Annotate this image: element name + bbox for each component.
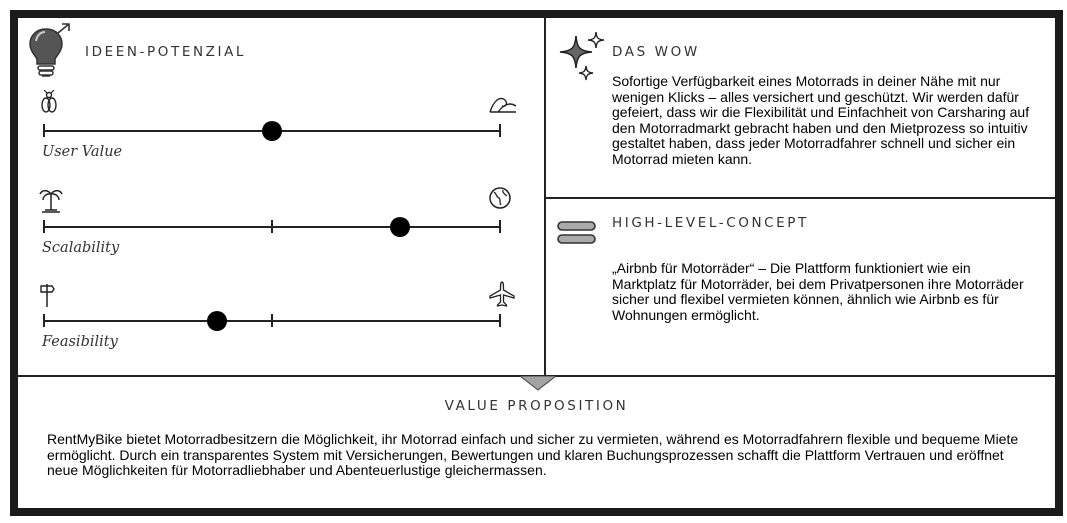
slider-label: Scalability [42,240,120,256]
slider-label: User Value [42,144,123,160]
slider-tick [499,314,501,327]
divider-right [545,197,1055,199]
concept-text: „Airbnb für Motorräder“ – Die Plattform … [612,260,1024,323]
stacked-bars-icon [556,220,598,246]
sparkle-icon [556,30,608,82]
wow-title: DAS WOW [612,44,700,60]
slider-knob[interactable] [207,311,228,331]
bug-icon [38,90,60,116]
connector-arrow-icon [518,375,558,397]
lightbulb-icon [28,23,74,79]
slider-knob[interactable] [389,217,410,237]
canvas-frame: IDEEN-POTENZIAL DAS WOW Sofortige Verfüg… [10,10,1063,516]
slider-label: Feasibility [42,334,118,350]
slider-tick [271,220,273,233]
signpost-icon [38,280,56,308]
value-title: VALUE PROPOSITION [444,398,629,414]
divider-vertical [544,18,546,375]
slider-tick [43,124,45,137]
concept-title: HIGH-LEVEL-CONCEPT [612,215,809,231]
slider-tick [499,124,501,137]
slider-tick [271,314,273,327]
slider-knob[interactable] [262,121,282,141]
wave-icon [488,90,518,114]
value-text: RentMyBike bietet Motorradbesitzern die … [47,431,1019,478]
slider-tick [499,220,501,233]
palm-tree-icon [38,186,64,214]
airplane-icon [488,280,516,308]
ideen-title: IDEEN-POTENZIAL [85,44,247,60]
slider-tick [43,314,45,327]
wow-text: Sofortige Verfügbarkeit eines Motorrads … [612,73,1030,167]
globe-icon [488,186,512,210]
slider-tick [43,220,45,233]
